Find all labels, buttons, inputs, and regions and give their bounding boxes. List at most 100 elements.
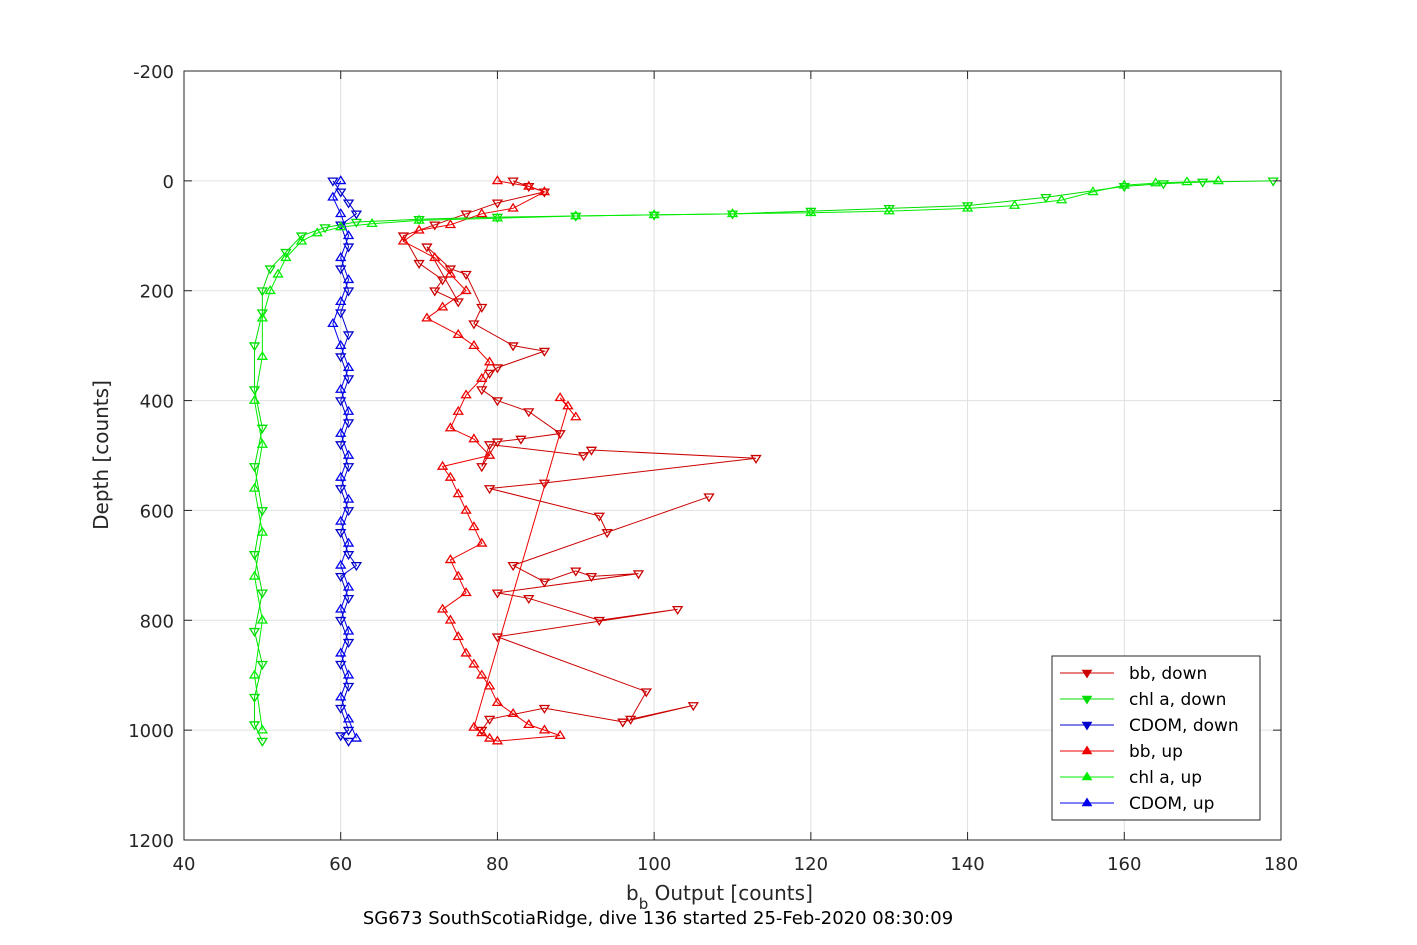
x-tick-label: 40	[173, 854, 196, 875]
data-point	[342, 331, 355, 341]
data-point	[1149, 177, 1162, 187]
data-point	[491, 438, 504, 448]
series-3	[397, 175, 582, 745]
data-point	[319, 224, 331, 234]
data-point	[397, 232, 410, 242]
data-point	[617, 718, 629, 728]
legend-entry-label: chl a, down	[1129, 690, 1226, 710]
data-point	[601, 529, 613, 539]
data-point	[264, 284, 276, 295]
legend-box	[1051, 655, 1261, 821]
data-point	[256, 350, 269, 360]
data-point	[444, 471, 457, 481]
data-point	[523, 408, 535, 418]
y-tick-label: 0	[163, 172, 174, 193]
legend-entry-label: CDOM, up	[1129, 794, 1214, 814]
ticks: 40 60 80 100 120 140 160 180 -200 0 200 400 600 800 10…	[128, 62, 1298, 875]
data-point	[491, 696, 504, 707]
data-point	[248, 570, 261, 580]
series-5	[327, 175, 363, 742]
data-point	[280, 248, 292, 258]
data-point	[554, 392, 566, 402]
data-point	[248, 394, 261, 404]
data-point	[335, 427, 347, 437]
data-point	[468, 339, 480, 349]
data-point	[460, 587, 472, 597]
data-point	[342, 726, 355, 736]
data-point	[632, 570, 645, 580]
data-point	[491, 199, 504, 209]
data-point	[342, 243, 355, 253]
data-point	[554, 729, 566, 739]
data-point	[476, 303, 488, 313]
data-point	[460, 270, 472, 280]
data-point	[256, 526, 269, 536]
legend-entry-label: chl a, up	[1129, 768, 1202, 788]
data-point	[491, 397, 504, 407]
data-point	[491, 212, 504, 222]
data-point	[248, 551, 261, 561]
data-point	[436, 603, 449, 613]
data-point	[342, 493, 355, 503]
data-point	[350, 210, 363, 220]
data-point	[335, 295, 347, 306]
data-point	[640, 688, 652, 698]
data-point	[1055, 194, 1068, 204]
data-point	[335, 704, 347, 714]
data-point	[335, 732, 347, 742]
data-point	[1118, 182, 1130, 193]
footer-title: SG673 SouthScotiaRidge, dive 136 started…	[363, 908, 953, 929]
data-point	[538, 704, 551, 714]
data-point	[507, 177, 519, 187]
data-point	[726, 208, 739, 218]
legend-entry-label: CDOM, down	[1129, 716, 1239, 736]
data-point	[248, 721, 261, 731]
data-point	[1118, 179, 1130, 189]
series-4	[248, 175, 1224, 734]
data-point	[342, 287, 355, 297]
data-point	[335, 309, 347, 319]
data-point	[444, 219, 457, 229]
data-point	[476, 669, 488, 679]
data-point	[1040, 193, 1052, 204]
data-point	[342, 361, 355, 371]
x-tick-label: 180	[1264, 854, 1298, 875]
data-point	[436, 276, 449, 286]
data-point	[593, 616, 605, 627]
data-point	[256, 309, 269, 319]
data-point	[444, 614, 457, 624]
data-point	[491, 364, 504, 374]
data-point	[523, 180, 535, 190]
y-tick-label: 600	[140, 501, 174, 522]
data-point	[342, 737, 355, 747]
data-point	[295, 232, 308, 242]
data-point	[562, 400, 574, 410]
data-point	[327, 191, 339, 201]
data-point	[476, 463, 488, 473]
data-point	[342, 199, 355, 209]
data-point	[483, 732, 496, 742]
data-point	[256, 424, 269, 434]
data-point	[248, 463, 261, 473]
legend-entry-label: bb, up	[1129, 742, 1183, 762]
data-point	[570, 210, 582, 220]
data-point	[491, 589, 504, 599]
legend-marker	[1081, 797, 1093, 807]
data-point	[570, 212, 582, 222]
data-point	[248, 627, 261, 637]
data-point	[507, 342, 519, 352]
data-point	[342, 405, 355, 415]
data-point	[335, 603, 347, 613]
data-point	[554, 430, 566, 440]
data-point	[429, 287, 441, 297]
data-point	[624, 715, 637, 725]
data-point	[335, 529, 347, 539]
data-point	[350, 562, 363, 572]
data-point	[460, 210, 472, 220]
data-point	[523, 718, 535, 728]
data-point	[342, 638, 355, 648]
data-point	[460, 647, 472, 657]
data-point	[335, 559, 347, 569]
data-point	[444, 265, 457, 275]
data-point	[476, 537, 488, 547]
